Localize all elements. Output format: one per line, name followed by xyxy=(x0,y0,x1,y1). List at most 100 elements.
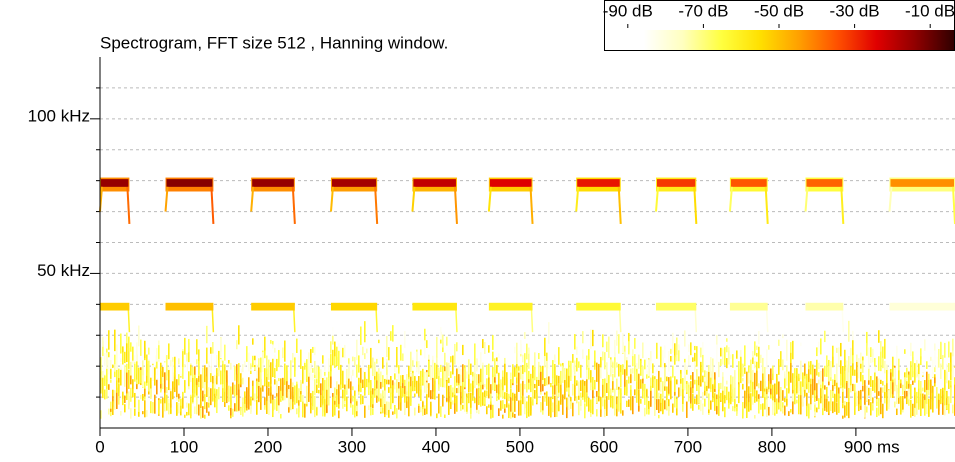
noise xyxy=(548,364,550,369)
noise xyxy=(380,381,382,389)
noise xyxy=(526,401,528,414)
noise xyxy=(114,329,116,352)
noise xyxy=(770,368,772,384)
noise xyxy=(110,379,112,383)
noise xyxy=(546,360,548,378)
call-sweep xyxy=(765,310,769,333)
noise xyxy=(584,381,586,390)
noise xyxy=(518,350,520,364)
noise xyxy=(600,396,602,414)
noise xyxy=(216,368,218,376)
noise xyxy=(312,390,314,410)
noise xyxy=(168,343,170,360)
noise xyxy=(224,402,226,407)
noise xyxy=(448,395,450,415)
noise xyxy=(160,388,162,393)
noise xyxy=(664,367,666,388)
noise xyxy=(370,390,372,408)
noise xyxy=(544,356,546,368)
noise xyxy=(494,358,496,378)
noise xyxy=(654,379,656,400)
noise xyxy=(180,355,182,377)
noise xyxy=(574,334,576,350)
noise xyxy=(712,382,714,400)
noise xyxy=(240,367,242,374)
noise xyxy=(430,365,432,381)
noise xyxy=(460,369,462,375)
noise xyxy=(694,379,696,385)
noise xyxy=(122,348,124,365)
noise xyxy=(886,366,888,389)
noise xyxy=(778,402,780,410)
noise xyxy=(128,336,130,352)
noise xyxy=(206,376,208,398)
noise xyxy=(474,373,476,383)
noise xyxy=(510,372,512,379)
call-harmonic xyxy=(577,179,620,187)
noise xyxy=(720,382,722,390)
noise xyxy=(430,401,432,416)
noise xyxy=(810,373,812,387)
noise xyxy=(250,370,252,375)
noise xyxy=(232,382,234,395)
noise xyxy=(764,397,766,410)
noise xyxy=(730,375,732,390)
noise xyxy=(126,387,128,401)
noise xyxy=(526,362,528,382)
noise xyxy=(830,389,832,411)
noise xyxy=(638,389,640,410)
noise xyxy=(648,408,650,415)
noise xyxy=(488,345,490,353)
noise xyxy=(534,352,536,371)
noise xyxy=(594,379,596,390)
noise xyxy=(850,347,852,365)
noise xyxy=(906,390,908,397)
noise xyxy=(942,355,944,370)
noise xyxy=(660,393,662,405)
call-harmonic xyxy=(413,179,456,187)
noise xyxy=(526,372,528,393)
noise xyxy=(602,379,604,385)
noise xyxy=(434,380,436,400)
noise xyxy=(648,400,650,414)
call-sweep xyxy=(127,310,131,333)
noise xyxy=(572,402,574,417)
noise xyxy=(302,401,304,418)
noise xyxy=(858,358,860,379)
noise xyxy=(890,372,892,390)
noise xyxy=(704,377,706,382)
noise xyxy=(418,360,420,374)
noise xyxy=(668,377,670,394)
noise xyxy=(872,397,874,404)
noise xyxy=(224,364,226,380)
noise xyxy=(694,345,696,351)
noise xyxy=(636,371,638,382)
noise xyxy=(126,332,128,348)
noise xyxy=(876,401,878,407)
noise xyxy=(564,364,566,368)
noise xyxy=(704,386,706,391)
noise xyxy=(876,407,878,418)
noise xyxy=(162,376,164,384)
noise xyxy=(110,408,112,412)
noise xyxy=(410,351,412,373)
noise xyxy=(644,383,646,399)
noise xyxy=(112,398,114,415)
noise xyxy=(818,362,820,369)
noise xyxy=(792,389,794,394)
noise xyxy=(160,362,162,385)
noise xyxy=(688,344,690,352)
noise xyxy=(320,369,322,379)
noise xyxy=(738,361,740,383)
noise xyxy=(316,407,318,416)
noise xyxy=(824,398,826,408)
noise xyxy=(642,365,644,379)
noise xyxy=(242,364,244,373)
noise xyxy=(248,352,250,372)
noise xyxy=(482,365,484,385)
noise xyxy=(124,351,126,364)
noise xyxy=(862,356,864,373)
noise xyxy=(508,405,510,419)
noise xyxy=(736,350,738,359)
noise xyxy=(684,362,686,382)
